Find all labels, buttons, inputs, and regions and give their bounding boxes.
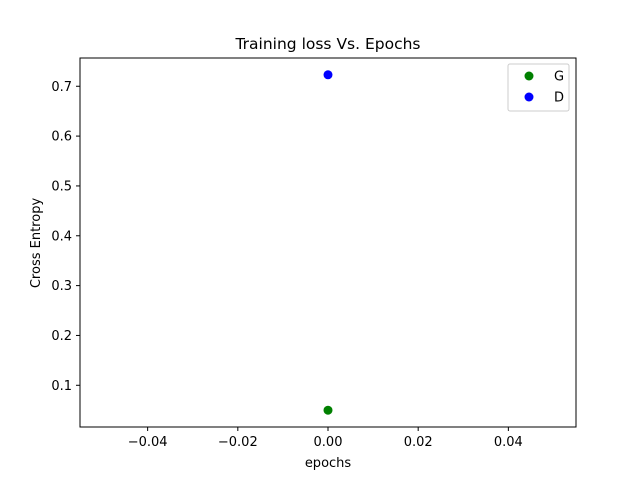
x-tick-label: 0.02 xyxy=(404,435,433,450)
y-tick-label: 0.1 xyxy=(51,379,72,394)
legend-box xyxy=(507,63,570,112)
point-G xyxy=(323,405,333,415)
legend-label-D: D xyxy=(554,91,564,106)
y-tick-label: 0.5 xyxy=(51,179,72,194)
y-tick-label: 0.3 xyxy=(51,279,72,294)
x-axis-ticks: −0.04 −0.02 0.00 0.02 0.04 xyxy=(128,427,523,450)
y-tick-label: 0.6 xyxy=(51,130,72,145)
y-axis-label: Cross Entropy xyxy=(29,198,44,289)
legend-marker-D xyxy=(524,92,534,102)
x-tick-label: 0.00 xyxy=(314,435,343,450)
x-tick-label: −0.04 xyxy=(128,435,168,450)
y-axis-ticks: 0.1 0.2 0.3 0.4 0.5 0.6 0.7 xyxy=(51,80,80,394)
plot-area-frame xyxy=(79,57,577,428)
x-tick-label: 0.04 xyxy=(494,435,523,450)
x-axis-label: epochs xyxy=(305,456,352,471)
data-points xyxy=(323,70,333,415)
legend: GD xyxy=(507,63,570,112)
point-D xyxy=(323,70,333,80)
y-tick-label: 0.2 xyxy=(51,329,72,344)
legend-marker-G xyxy=(524,71,534,81)
chart-title: Training loss Vs. Epochs xyxy=(234,35,420,53)
y-tick-label: 0.4 xyxy=(51,229,72,244)
legend-label-G: G xyxy=(554,70,564,85)
y-tick-label: 0.7 xyxy=(51,80,72,95)
x-tick-label: −0.02 xyxy=(218,435,258,450)
